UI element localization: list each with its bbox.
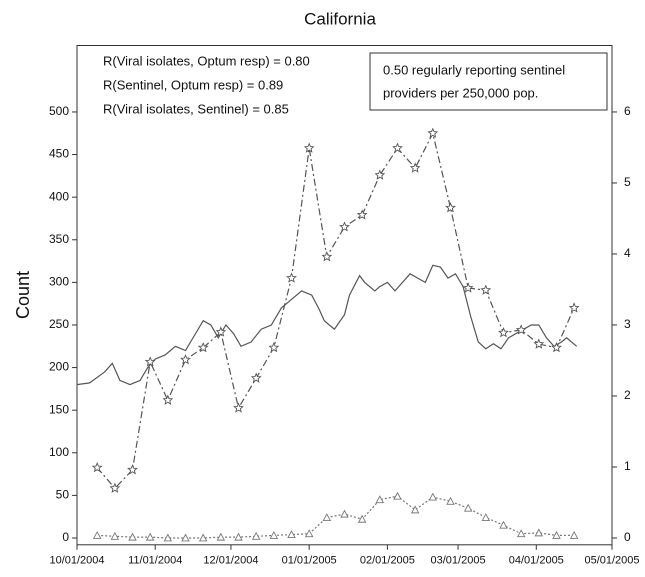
triangle-marker: [463, 503, 473, 512]
y-tick-label: 0: [62, 530, 69, 544]
chart-title: California: [304, 9, 376, 28]
y-tick-label: 450: [49, 147, 69, 161]
y-tick-label: 350: [49, 232, 69, 246]
y2-tick-label: 0: [624, 530, 631, 544]
star-marker: [551, 342, 562, 353]
triangle-marker: [163, 533, 173, 542]
star-marker: [462, 282, 474, 293]
triangle-marker: [128, 532, 137, 541]
star-marker: [356, 209, 368, 220]
x-tick-label: 10/01/2004: [49, 555, 104, 567]
x-tick-label: 12/01/2004: [203, 555, 258, 567]
star-marker: [374, 169, 386, 180]
triangle-marker: [145, 532, 155, 541]
star-marker: [321, 251, 333, 262]
annotation: R(Viral isolates, Optum resp) = 0.80: [103, 53, 310, 68]
y-tick-label: 300: [49, 275, 69, 289]
star-marker: [303, 142, 315, 153]
triangle-marker: [340, 509, 349, 518]
triangle-marker: [428, 492, 438, 501]
star-marker: [392, 142, 403, 153]
y-axis-label: Count: [13, 271, 33, 319]
triangle-marker: [534, 528, 544, 537]
x-tick-label: 11/01/2004: [128, 555, 182, 567]
note-text: providers per 250,000 pop.: [383, 85, 538, 100]
star-marker: [162, 394, 174, 405]
y-tick-label: 100: [49, 445, 69, 459]
series-line: [96, 131, 575, 490]
star-marker: [215, 326, 227, 337]
triangle-marker: [393, 491, 402, 500]
triangle-marker: [181, 533, 190, 542]
triangle-marker: [322, 513, 332, 521]
star-marker: [480, 284, 492, 295]
y-tick-label: 250: [49, 317, 69, 331]
series-line: [97, 495, 575, 539]
plot-frame: [76, 45, 613, 546]
star-marker: [339, 221, 350, 232]
triangle-marker: [269, 530, 279, 539]
triangle-marker: [481, 513, 491, 521]
star-marker: [515, 324, 527, 335]
star-marker: [197, 342, 209, 353]
triangle-marker: [357, 514, 367, 523]
star-marker: [533, 338, 545, 349]
triangle-marker: [287, 530, 296, 539]
y2-tick-label: 4: [624, 246, 631, 260]
triangle-marker: [234, 532, 243, 541]
star-marker: [268, 342, 280, 353]
triangle-marker: [251, 531, 261, 540]
note-text: 0.50 regularly reporting sentinel: [383, 62, 565, 77]
star-marker: [427, 127, 439, 138]
triangle-marker: [110, 531, 120, 540]
star-marker: [445, 202, 456, 213]
x-tick-label: 05/01/2005: [584, 555, 639, 567]
annotation: R(Viral isolates, Sentinel) = 0.85: [103, 101, 289, 116]
y2-tick-label: 5: [624, 175, 631, 189]
star-marker: [180, 354, 191, 365]
triangle-marker: [499, 520, 508, 529]
x-tick-label: 02/01/2005: [360, 555, 415, 567]
y-tick-label: 400: [49, 189, 69, 203]
star-marker: [250, 372, 262, 383]
triangle-marker: [375, 495, 385, 504]
triangle-marker: [569, 530, 579, 539]
y-tick-label: 200: [49, 360, 69, 374]
star-marker: [409, 162, 421, 173]
triangle-marker: [198, 533, 208, 542]
star-marker: [109, 482, 121, 493]
y2-tick-label: 2: [624, 388, 631, 402]
y-tick-label: 500: [49, 104, 69, 118]
triangle-marker: [446, 496, 455, 505]
y2-tick-label: 3: [624, 317, 631, 331]
star-marker: [498, 327, 509, 338]
x-tick-label: 04/01/2005: [509, 555, 564, 567]
x-tick-label: 03/01/2005: [431, 555, 486, 567]
x-tick-label: 01/01/2005: [282, 555, 337, 567]
triangle-marker: [410, 505, 420, 514]
star-marker: [144, 356, 156, 367]
star-marker: [286, 272, 297, 283]
series-line: [76, 264, 578, 386]
triangle-marker: [516, 529, 526, 538]
note-box: [369, 52, 608, 111]
y-tick-label: 150: [49, 402, 69, 416]
star-marker: [233, 402, 244, 413]
triangle-marker: [552, 530, 561, 539]
triangle-marker: [92, 530, 102, 539]
star-marker: [568, 302, 580, 313]
star-marker: [91, 462, 103, 473]
triangle-marker: [216, 532, 226, 541]
star-marker: [127, 464, 138, 475]
y2-tick-label: 1: [624, 459, 631, 473]
y-tick-label: 50: [56, 488, 70, 502]
triangle-marker: [304, 529, 314, 538]
y2-tick-label: 6: [624, 104, 631, 118]
annotation: R(Sentinel, Optum resp) = 0.89: [103, 77, 283, 92]
